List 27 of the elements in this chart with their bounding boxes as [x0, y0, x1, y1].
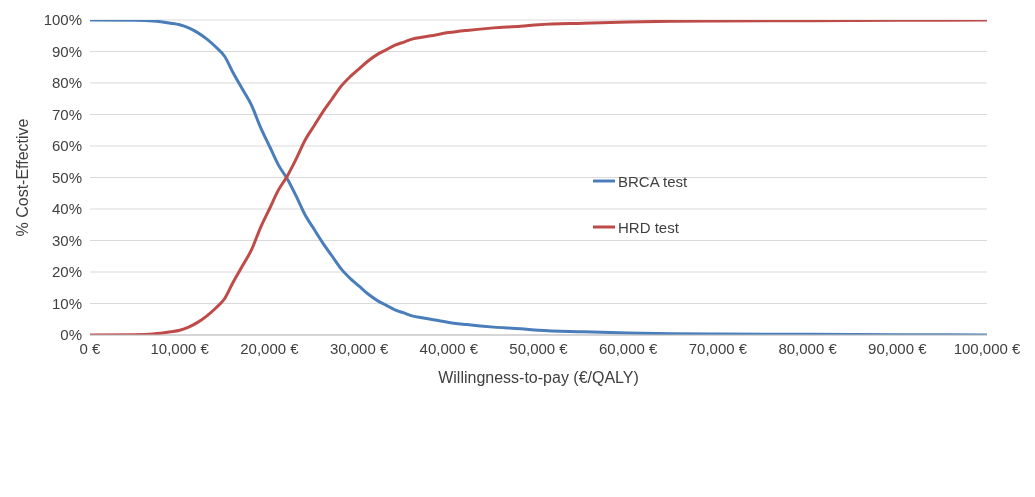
x-tick-label: 50,000 €	[509, 339, 569, 357]
y-axis-title: % Cost-Effective	[13, 118, 31, 237]
y-tick-label: 0%	[60, 326, 82, 344]
x-tick-label: 100,000 €	[953, 339, 1022, 357]
y-tick-label: 30%	[51, 231, 82, 249]
y-tick-label: 10%	[51, 294, 82, 312]
y-tick-label: 60%	[51, 137, 82, 155]
y-tick-label: 70%	[51, 105, 82, 123]
y-tick-label: 90%	[51, 42, 82, 60]
x-tick-label: 60,000 €	[599, 339, 659, 357]
x-axis-title: Willingness-to-pay (€/QALY)	[438, 369, 639, 386]
x-tick-label: 0 €	[79, 339, 102, 357]
y-tick-label: 40%	[51, 200, 82, 218]
x-tick-label: 40,000 €	[419, 339, 479, 357]
x-tick-label: 90,000 €	[868, 339, 928, 357]
y-tick-label: 20%	[51, 263, 82, 281]
legend-label: HRD test	[618, 218, 679, 236]
x-tick-label: 20,000 €	[240, 339, 300, 357]
x-tick-label: 10,000 €	[150, 339, 210, 357]
y-tick-label: 100%	[43, 11, 82, 29]
line-series	[90, 20, 987, 335]
x-tick-label: 80,000 €	[778, 339, 838, 357]
x-tick-label: 70,000 €	[688, 339, 748, 357]
x-tick-label: 30,000 €	[329, 339, 389, 357]
legend-label: BRCA test	[618, 172, 688, 190]
y-tick-label: 80%	[51, 74, 82, 92]
y-tick-label: 50%	[51, 168, 82, 186]
